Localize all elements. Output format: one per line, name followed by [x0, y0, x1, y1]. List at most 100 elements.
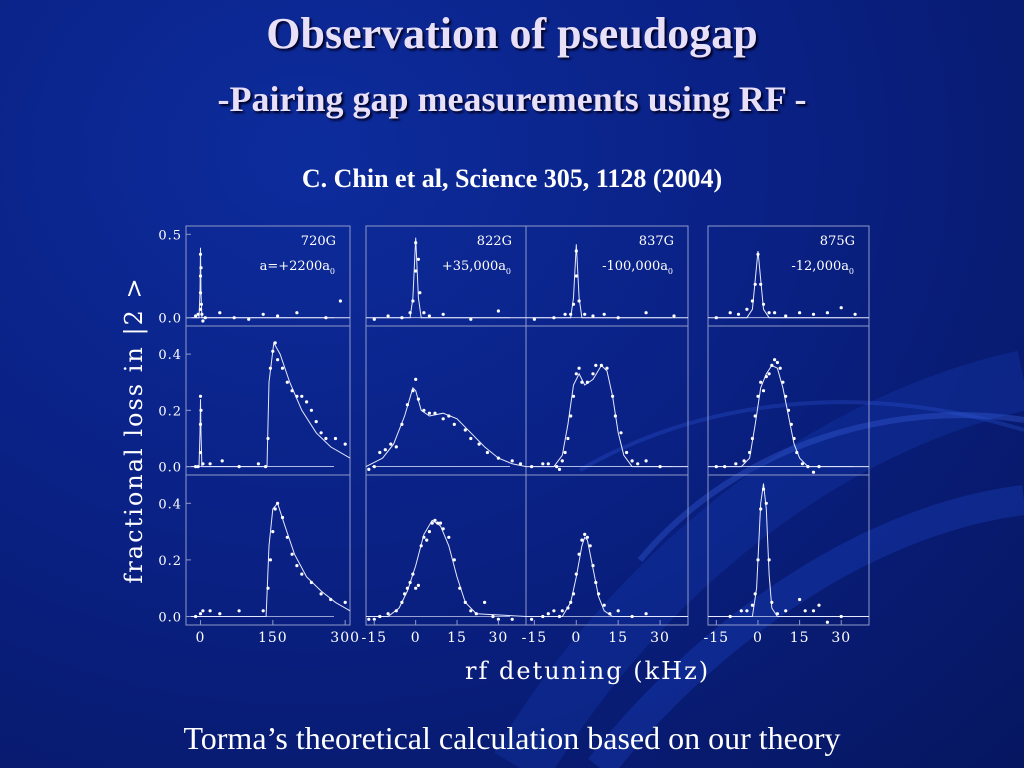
data-point — [280, 366, 285, 370]
data-point — [261, 312, 265, 316]
fit-curve — [526, 536, 688, 617]
panel-field-label: 822G — [477, 234, 512, 249]
data-point — [199, 408, 203, 412]
data-point — [268, 366, 272, 370]
data-point — [416, 397, 420, 401]
data-point — [378, 450, 382, 455]
data-point — [756, 252, 760, 256]
data-point — [433, 518, 437, 522]
panel-frame — [365, 325, 527, 476]
data-point — [775, 360, 780, 365]
data-point — [597, 592, 601, 596]
panel-subscript: 0 — [330, 267, 335, 276]
data-point — [386, 612, 390, 616]
data-point — [414, 269, 418, 273]
data-point — [761, 302, 766, 306]
data-point — [591, 564, 595, 568]
data-point — [422, 408, 426, 412]
data-point — [491, 614, 495, 619]
data-point — [571, 592, 576, 596]
data-point — [811, 609, 816, 613]
data-point — [201, 319, 205, 323]
panel-field-label: 720G — [301, 234, 336, 249]
data-point — [422, 535, 426, 539]
data-point — [546, 462, 550, 466]
data-point — [367, 467, 371, 471]
data-point — [198, 252, 203, 256]
data-point — [372, 317, 376, 321]
data-point — [552, 609, 556, 613]
x-tick-label: 15 — [447, 630, 467, 646]
data-point — [496, 309, 500, 313]
panel-frame — [525, 474, 689, 626]
data-point — [795, 450, 799, 455]
data-point — [577, 299, 581, 303]
data-point — [723, 465, 727, 469]
data-point — [372, 465, 376, 469]
data-point — [477, 442, 481, 446]
y-tick-label: 0.2 — [158, 554, 182, 569]
data-point — [280, 515, 285, 520]
data-point — [295, 564, 299, 568]
data-point — [560, 609, 564, 613]
data-point — [201, 462, 205, 466]
data-point — [630, 614, 634, 619]
data-point — [220, 459, 224, 463]
data-point — [414, 241, 418, 245]
data-point — [541, 462, 545, 466]
data-point — [266, 586, 270, 590]
data-point — [798, 311, 802, 315]
data-point — [411, 572, 415, 576]
data-point — [767, 558, 771, 562]
data-point — [198, 274, 203, 278]
y-tick-label: 0.0 — [158, 312, 182, 327]
data-point — [745, 609, 749, 613]
data-point — [198, 291, 203, 295]
x-tick-label: 15 — [790, 630, 810, 646]
data-point — [427, 411, 431, 415]
data-point — [775, 612, 780, 616]
panel-frame — [185, 325, 351, 476]
fit-curve — [186, 247, 350, 319]
x-tick-label: 0 — [753, 630, 763, 646]
x-tick-label: 30 — [831, 630, 851, 646]
x-tick-label: -15 — [362, 630, 388, 646]
data-point — [518, 462, 523, 466]
data-point — [580, 380, 584, 384]
y-tick-label: 0.0 — [158, 611, 182, 626]
data-point — [750, 436, 755, 441]
data-point — [237, 609, 241, 613]
data-point — [784, 609, 788, 613]
panel-field-label: 875G — [820, 234, 855, 249]
data-point — [764, 501, 768, 505]
y-axis-label: fractional loss in |2 > — [120, 276, 149, 583]
data-point — [745, 307, 749, 311]
panel-scattering-length: a=+2200a — [260, 259, 331, 274]
data-point — [546, 612, 550, 616]
data-point — [408, 311, 412, 315]
data-point — [764, 375, 768, 379]
data-point — [198, 422, 203, 426]
data-point — [510, 617, 514, 621]
data-point — [566, 606, 570, 610]
data-point — [273, 341, 277, 345]
data-point — [817, 603, 821, 607]
data-point — [394, 609, 398, 613]
data-point — [806, 465, 810, 469]
x-tick-label: -15 — [704, 630, 730, 646]
data-point — [218, 311, 222, 315]
data-point — [619, 431, 623, 435]
data-point — [658, 465, 662, 469]
data-point — [447, 535, 451, 539]
data-point — [577, 552, 581, 556]
data-point — [469, 317, 473, 321]
y-tick-label: 0.4 — [158, 497, 182, 512]
panel-frame — [185, 474, 351, 626]
data-point — [441, 312, 445, 316]
data-point — [403, 592, 407, 596]
data-point — [383, 448, 387, 452]
x-axis-label: rf detuning (kHz) — [465, 657, 710, 685]
data-point — [441, 527, 445, 531]
x-tick-label: 0 — [571, 630, 581, 646]
